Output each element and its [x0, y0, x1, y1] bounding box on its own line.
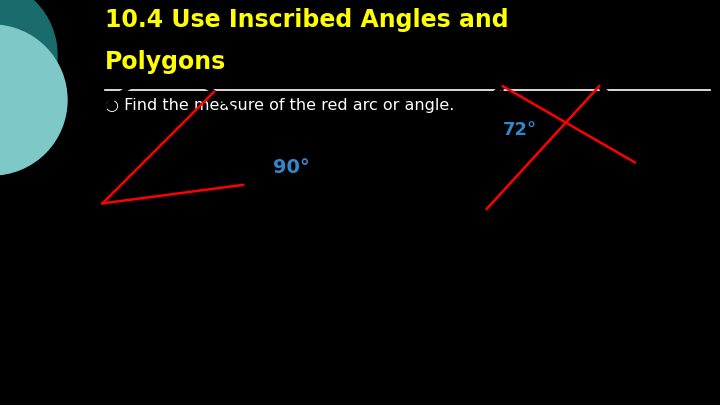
- Text: Y: Y: [487, 66, 497, 80]
- Text: X: X: [606, 66, 616, 80]
- Text: ○ Find the measure of the red arc or angle.: ○ Find the measure of the red arc or ang…: [105, 98, 454, 113]
- Text: D: D: [143, 139, 154, 153]
- Text: G: G: [81, 207, 92, 222]
- Text: Polygons: Polygons: [105, 50, 226, 74]
- Text: F: F: [246, 195, 255, 209]
- Text: Z: Z: [468, 213, 478, 227]
- Text: H: H: [220, 72, 232, 86]
- Text: W: W: [643, 156, 658, 169]
- Text: 90°: 90°: [273, 158, 310, 177]
- Circle shape: [0, 0, 57, 130]
- Text: 10.4 Use Inscribed Angles and: 10.4 Use Inscribed Angles and: [105, 8, 508, 32]
- Circle shape: [0, 25, 67, 175]
- Text: 72°: 72°: [503, 121, 536, 139]
